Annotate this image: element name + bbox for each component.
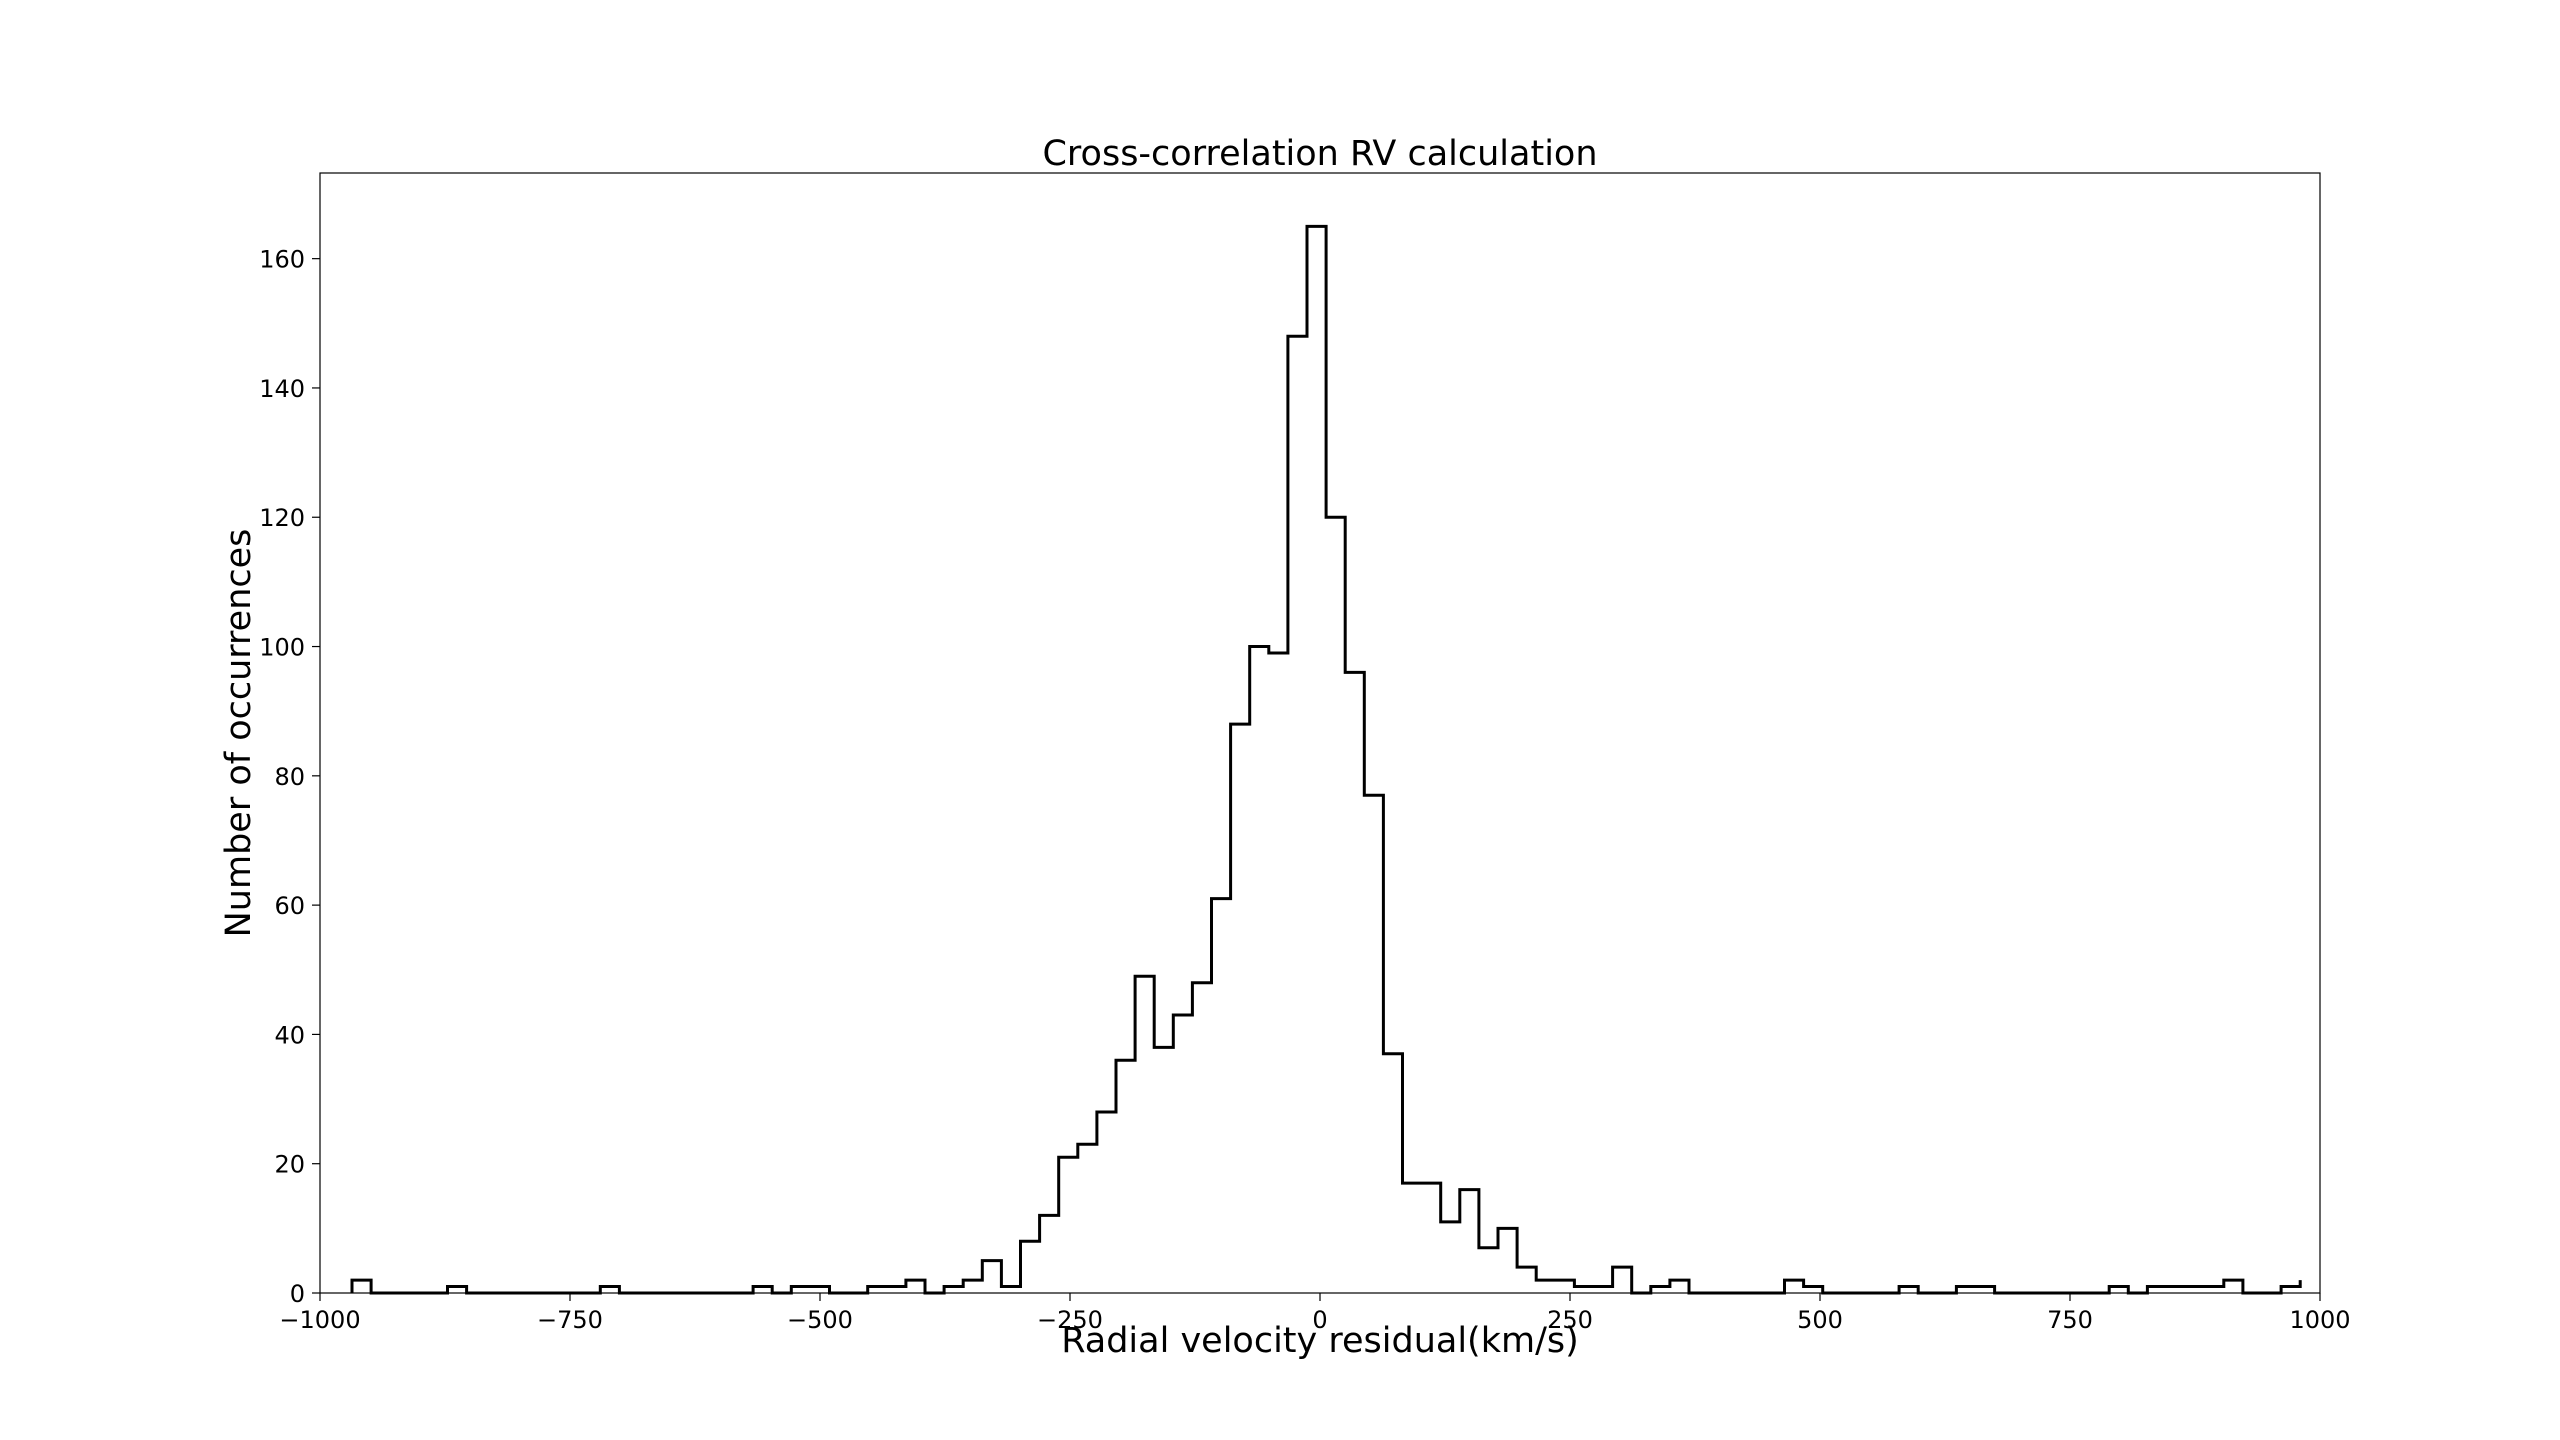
y-axis-label: Number of occurrences	[219, 529, 259, 938]
x-tick-label: 250	[1547, 1306, 1593, 1334]
x-tick-label: −250	[1037, 1306, 1103, 1334]
y-tick-label: 100	[259, 634, 305, 662]
x-tick-label: −1000	[279, 1306, 360, 1334]
y-tick-label: 160	[259, 246, 305, 274]
y-tick-label: 120	[259, 504, 305, 532]
x-tick-label: 0	[1312, 1306, 1327, 1334]
axes-frame	[319, 172, 2321, 1294]
x-tick-label: 750	[2047, 1306, 2093, 1334]
y-tick-label: 140	[259, 375, 305, 403]
x-tick-label: −750	[537, 1306, 603, 1334]
y-tick-label: 60	[274, 892, 305, 920]
y-tick-label: 20	[274, 1151, 305, 1179]
x-tick-label: −500	[787, 1306, 853, 1334]
chart-title: Cross-correlation RV calculation	[1042, 134, 1597, 174]
x-tick-label: 1000	[2289, 1306, 2350, 1334]
y-tick-label: 80	[274, 763, 305, 791]
x-axis-ticks: −1000 −750 −500 −250 0 250 500 750 1000	[279, 1293, 2351, 1334]
x-axis-label: Radial velocity residual(km/s)	[1061, 1321, 1579, 1361]
y-tick-label: 40	[274, 1021, 305, 1049]
y-axis-ticks: 0 20 40 60 80 100 120 140 160	[259, 246, 320, 1308]
x-tick-label: 500	[1797, 1306, 1843, 1334]
y-tick-label: 0	[290, 1280, 305, 1308]
